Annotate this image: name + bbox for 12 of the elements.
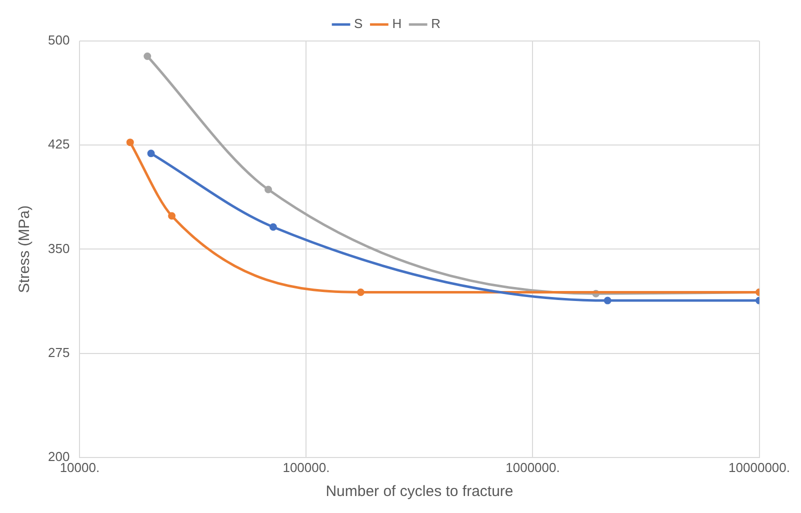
x-tick-label: 1000000. bbox=[506, 460, 560, 475]
y-tick-label: 275 bbox=[48, 344, 70, 360]
legend-label: R bbox=[431, 16, 440, 32]
x-axis-title: Number of cycles to fracture bbox=[326, 483, 514, 500]
legend-label: H bbox=[392, 16, 402, 32]
y-tick-label: 500 bbox=[48, 32, 70, 48]
y-tick-label: 350 bbox=[48, 240, 70, 256]
y-axis-title: Stress (MPa) bbox=[16, 205, 34, 293]
legend-label: S bbox=[354, 16, 364, 32]
x-tick-label: 10000000. bbox=[728, 460, 790, 475]
x-tick-label: 100000. bbox=[282, 460, 330, 475]
y-tick-label: 425 bbox=[48, 136, 70, 152]
